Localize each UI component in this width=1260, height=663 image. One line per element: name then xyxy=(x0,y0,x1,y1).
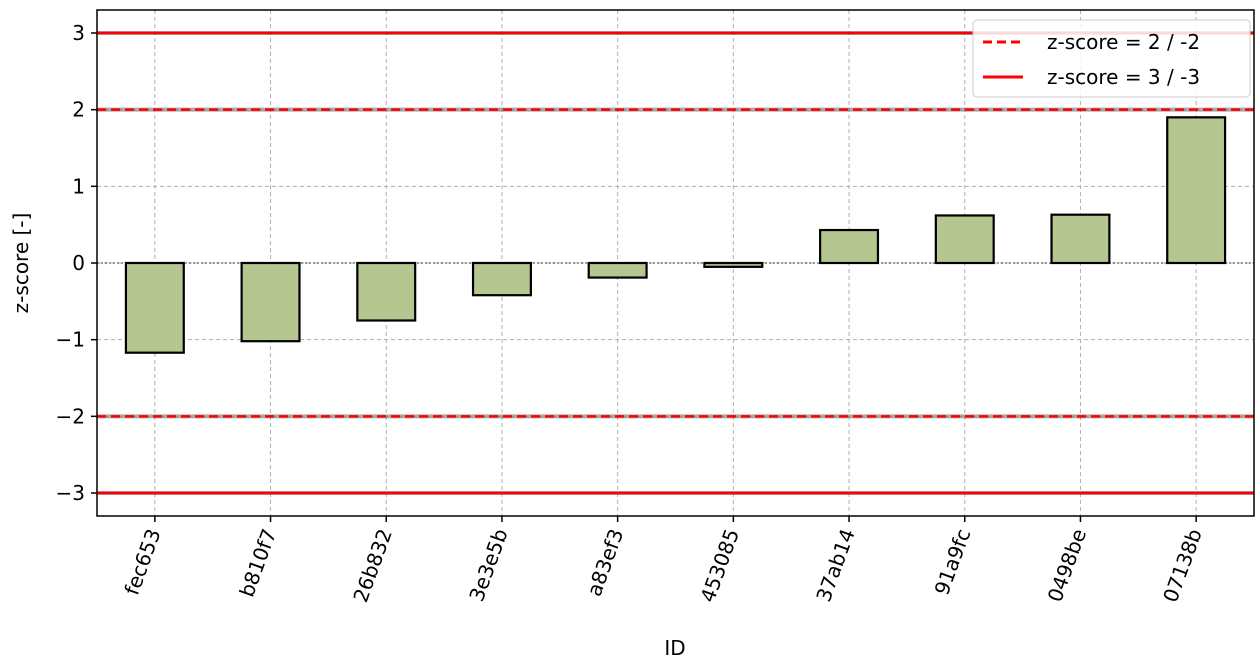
y-tick-label: −3 xyxy=(56,481,85,505)
bar xyxy=(1050,213,1111,265)
legend: z-score = 2 / -2 z-score = 3 / -3 xyxy=(972,19,1251,98)
x-tick-label: 3e3e5b xyxy=(464,526,512,605)
bar xyxy=(471,261,532,297)
legend-box xyxy=(972,19,1251,98)
x-tick-label: fec653 xyxy=(120,526,166,599)
x-tick-label: 37ab14 xyxy=(811,526,859,605)
y-tick-label: 2 xyxy=(72,98,85,122)
legend-label: z-score = 2 / -2 xyxy=(1047,30,1200,54)
x-tick-label: 07138b xyxy=(1158,526,1207,606)
bar xyxy=(934,214,995,265)
x-tick-label: 453085 xyxy=(695,526,744,606)
x-tick-label: 26b832 xyxy=(348,526,397,606)
x-tick-label: 91a9fc xyxy=(929,526,975,599)
x-tick-label: b810f7 xyxy=(235,526,282,601)
x-axis-label: ID xyxy=(664,636,685,660)
bar xyxy=(124,261,185,354)
x-tick-label: 0498be xyxy=(1043,526,1092,606)
bar xyxy=(240,261,301,343)
y-tick-label: 3 xyxy=(72,21,85,45)
bar xyxy=(819,228,880,265)
y-tick-label: 1 xyxy=(72,174,85,198)
y-axis-label: z-score [-] xyxy=(9,213,33,314)
bar xyxy=(587,261,648,279)
y-tick-label: −1 xyxy=(56,328,85,352)
bar xyxy=(356,261,417,322)
bar xyxy=(1166,116,1227,265)
legend-label: z-score = 3 / -3 xyxy=(1047,65,1200,89)
y-tick-label: 0 xyxy=(72,251,85,275)
plot-frame xyxy=(96,9,1255,517)
bar xyxy=(703,261,764,268)
y-tick-label: −2 xyxy=(56,404,85,428)
x-tick-label: a83ef3 xyxy=(582,526,628,600)
